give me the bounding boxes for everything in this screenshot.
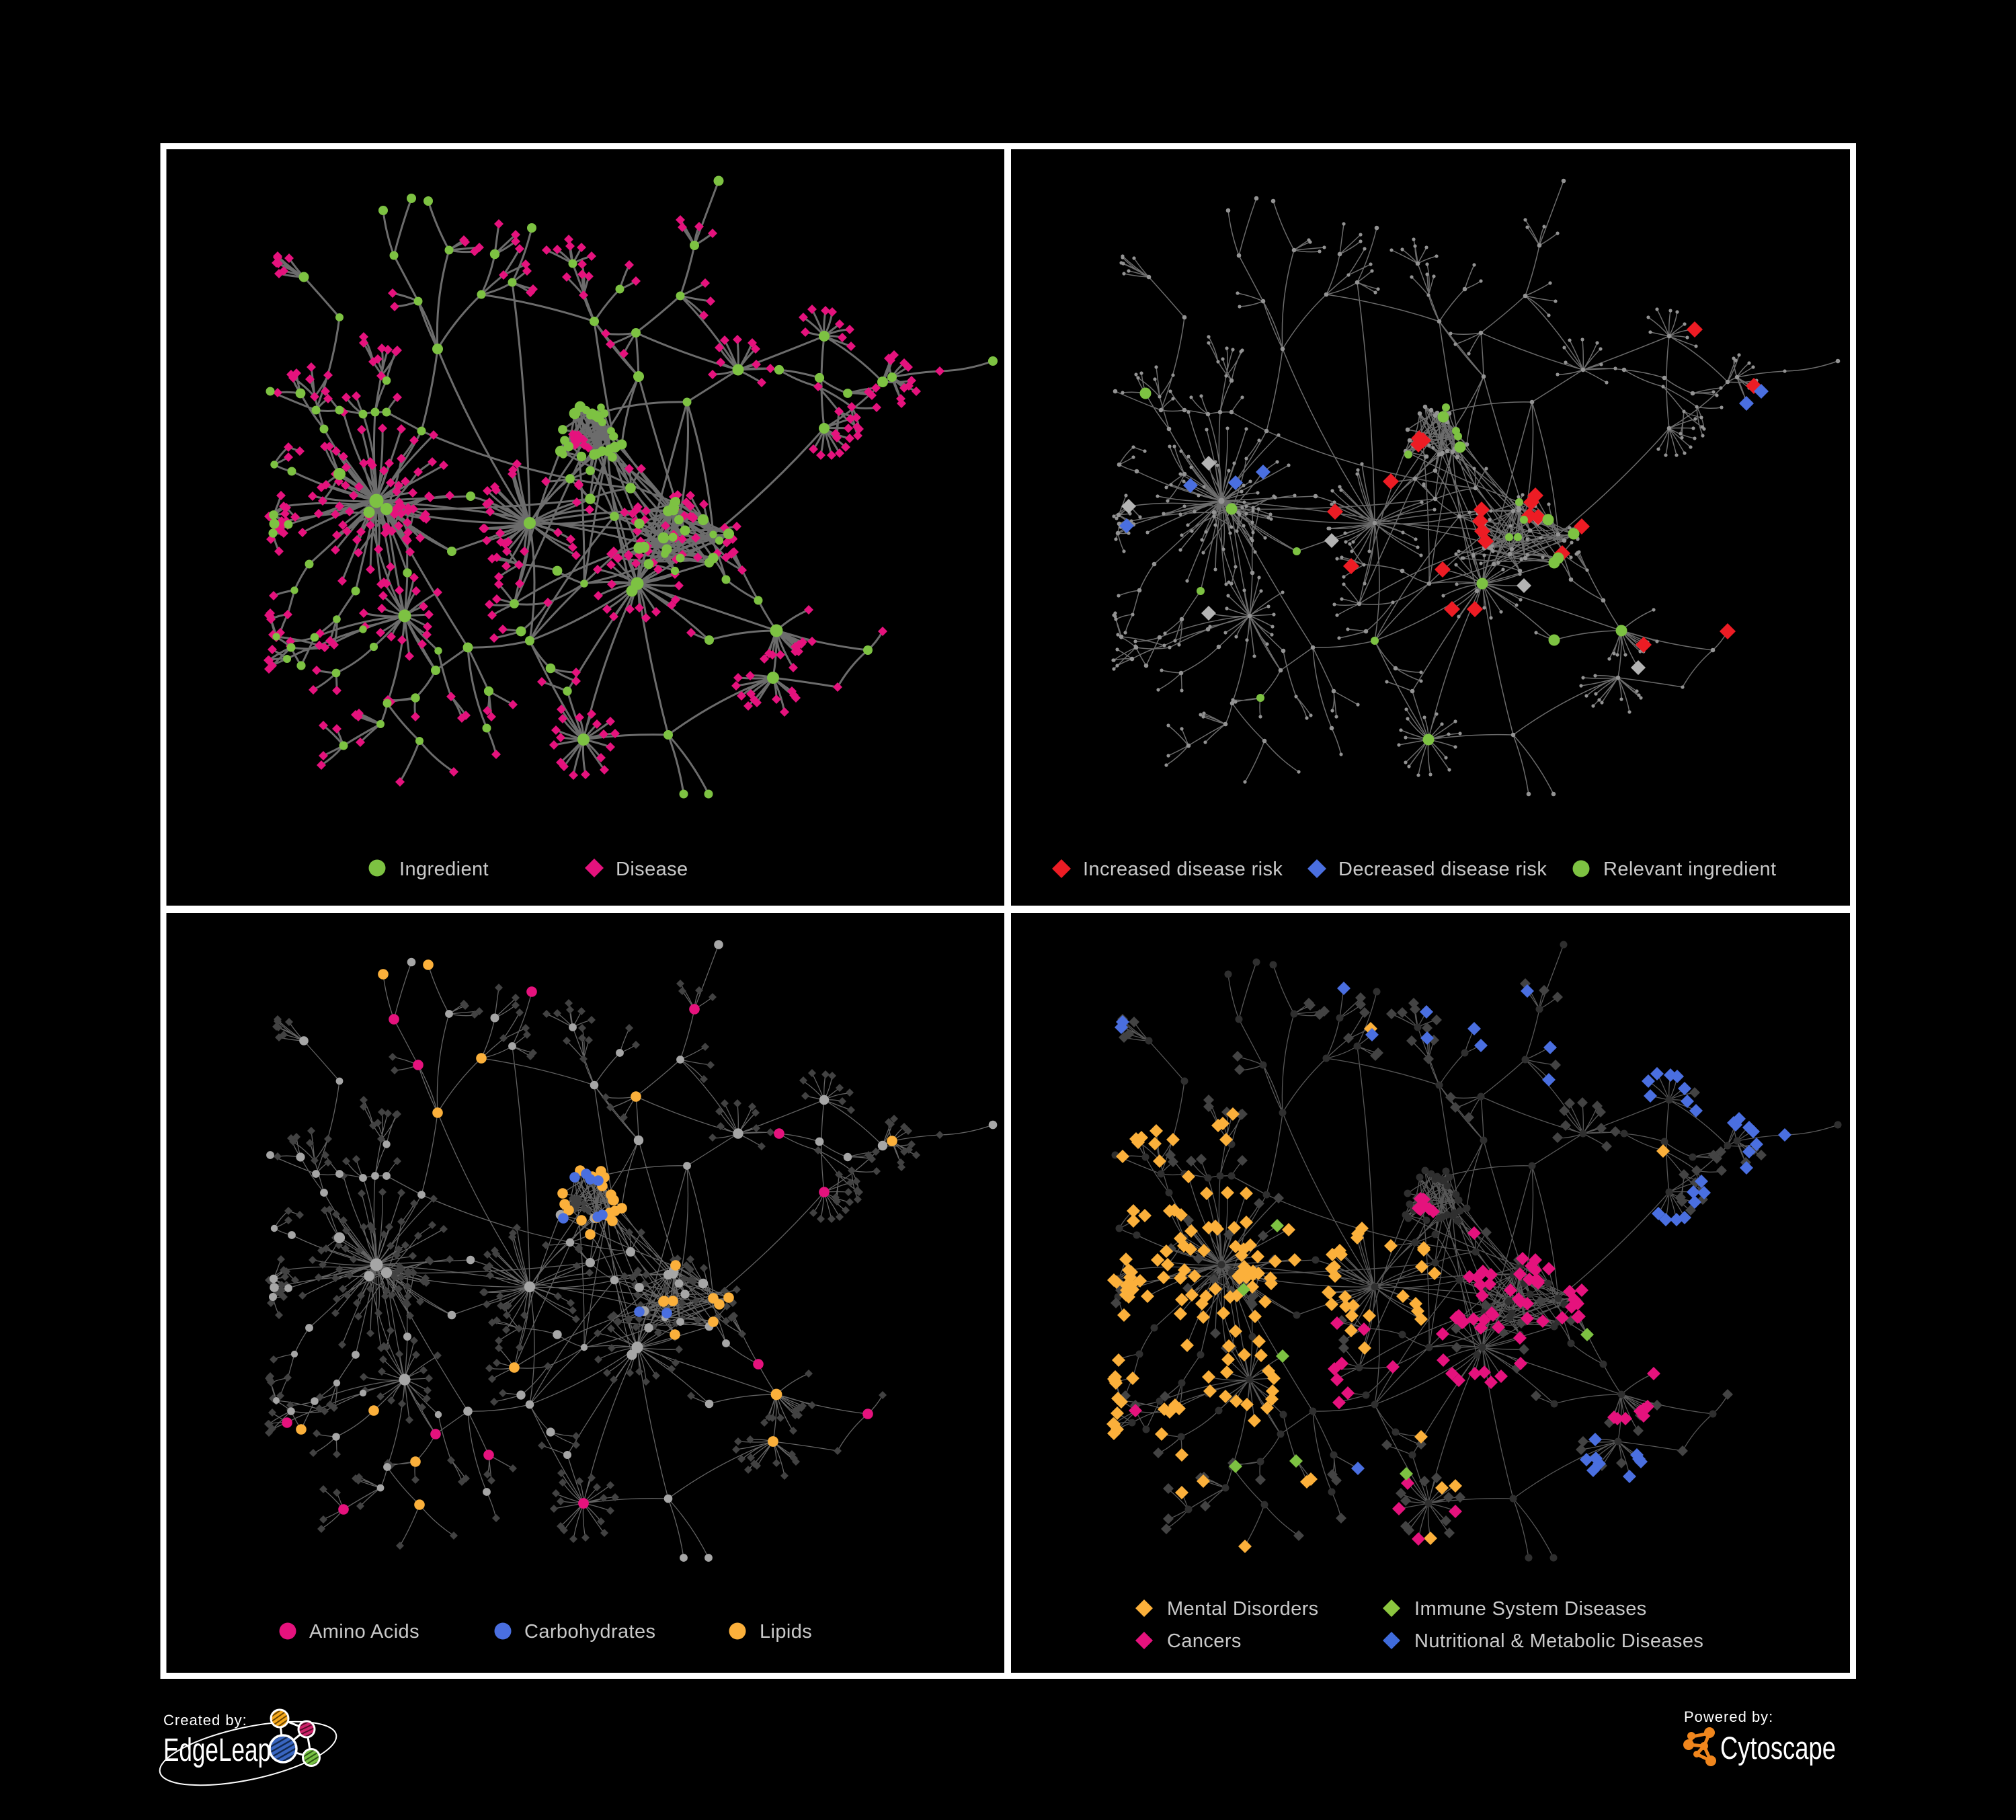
svg-text:Cancers: Cancers <box>1167 1630 1242 1652</box>
svg-text:Carbohydrates: Carbohydrates <box>524 1621 655 1643</box>
svg-text:Relevant ingredient: Relevant ingredient <box>1603 859 1776 880</box>
svg-text:Immune System Diseases: Immune System Diseases <box>1414 1598 1647 1620</box>
svg-text:Ingredient: Ingredient <box>399 859 489 880</box>
svg-text:EdgeLeap: EdgeLeap <box>163 1733 271 1768</box>
svg-text:Mental Disorders: Mental Disorders <box>1167 1598 1319 1620</box>
svg-text:Cytoscape: Cytoscape <box>1720 1730 1836 1766</box>
svg-text:Disease: Disease <box>616 859 688 880</box>
svg-text:Nutritional & Metabolic Diseas: Nutritional & Metabolic Diseases <box>1414 1630 1703 1652</box>
svg-text:Lipids: Lipids <box>760 1621 812 1643</box>
svg-text:Amino Acids: Amino Acids <box>309 1621 419 1643</box>
svg-text:Powered by:: Powered by: <box>1684 1708 1773 1725</box>
svg-text:Decreased disease risk: Decreased disease risk <box>1338 859 1547 880</box>
svg-text:Created by:: Created by: <box>163 1712 247 1729</box>
svg-text:Increased disease risk: Increased disease risk <box>1083 859 1283 880</box>
